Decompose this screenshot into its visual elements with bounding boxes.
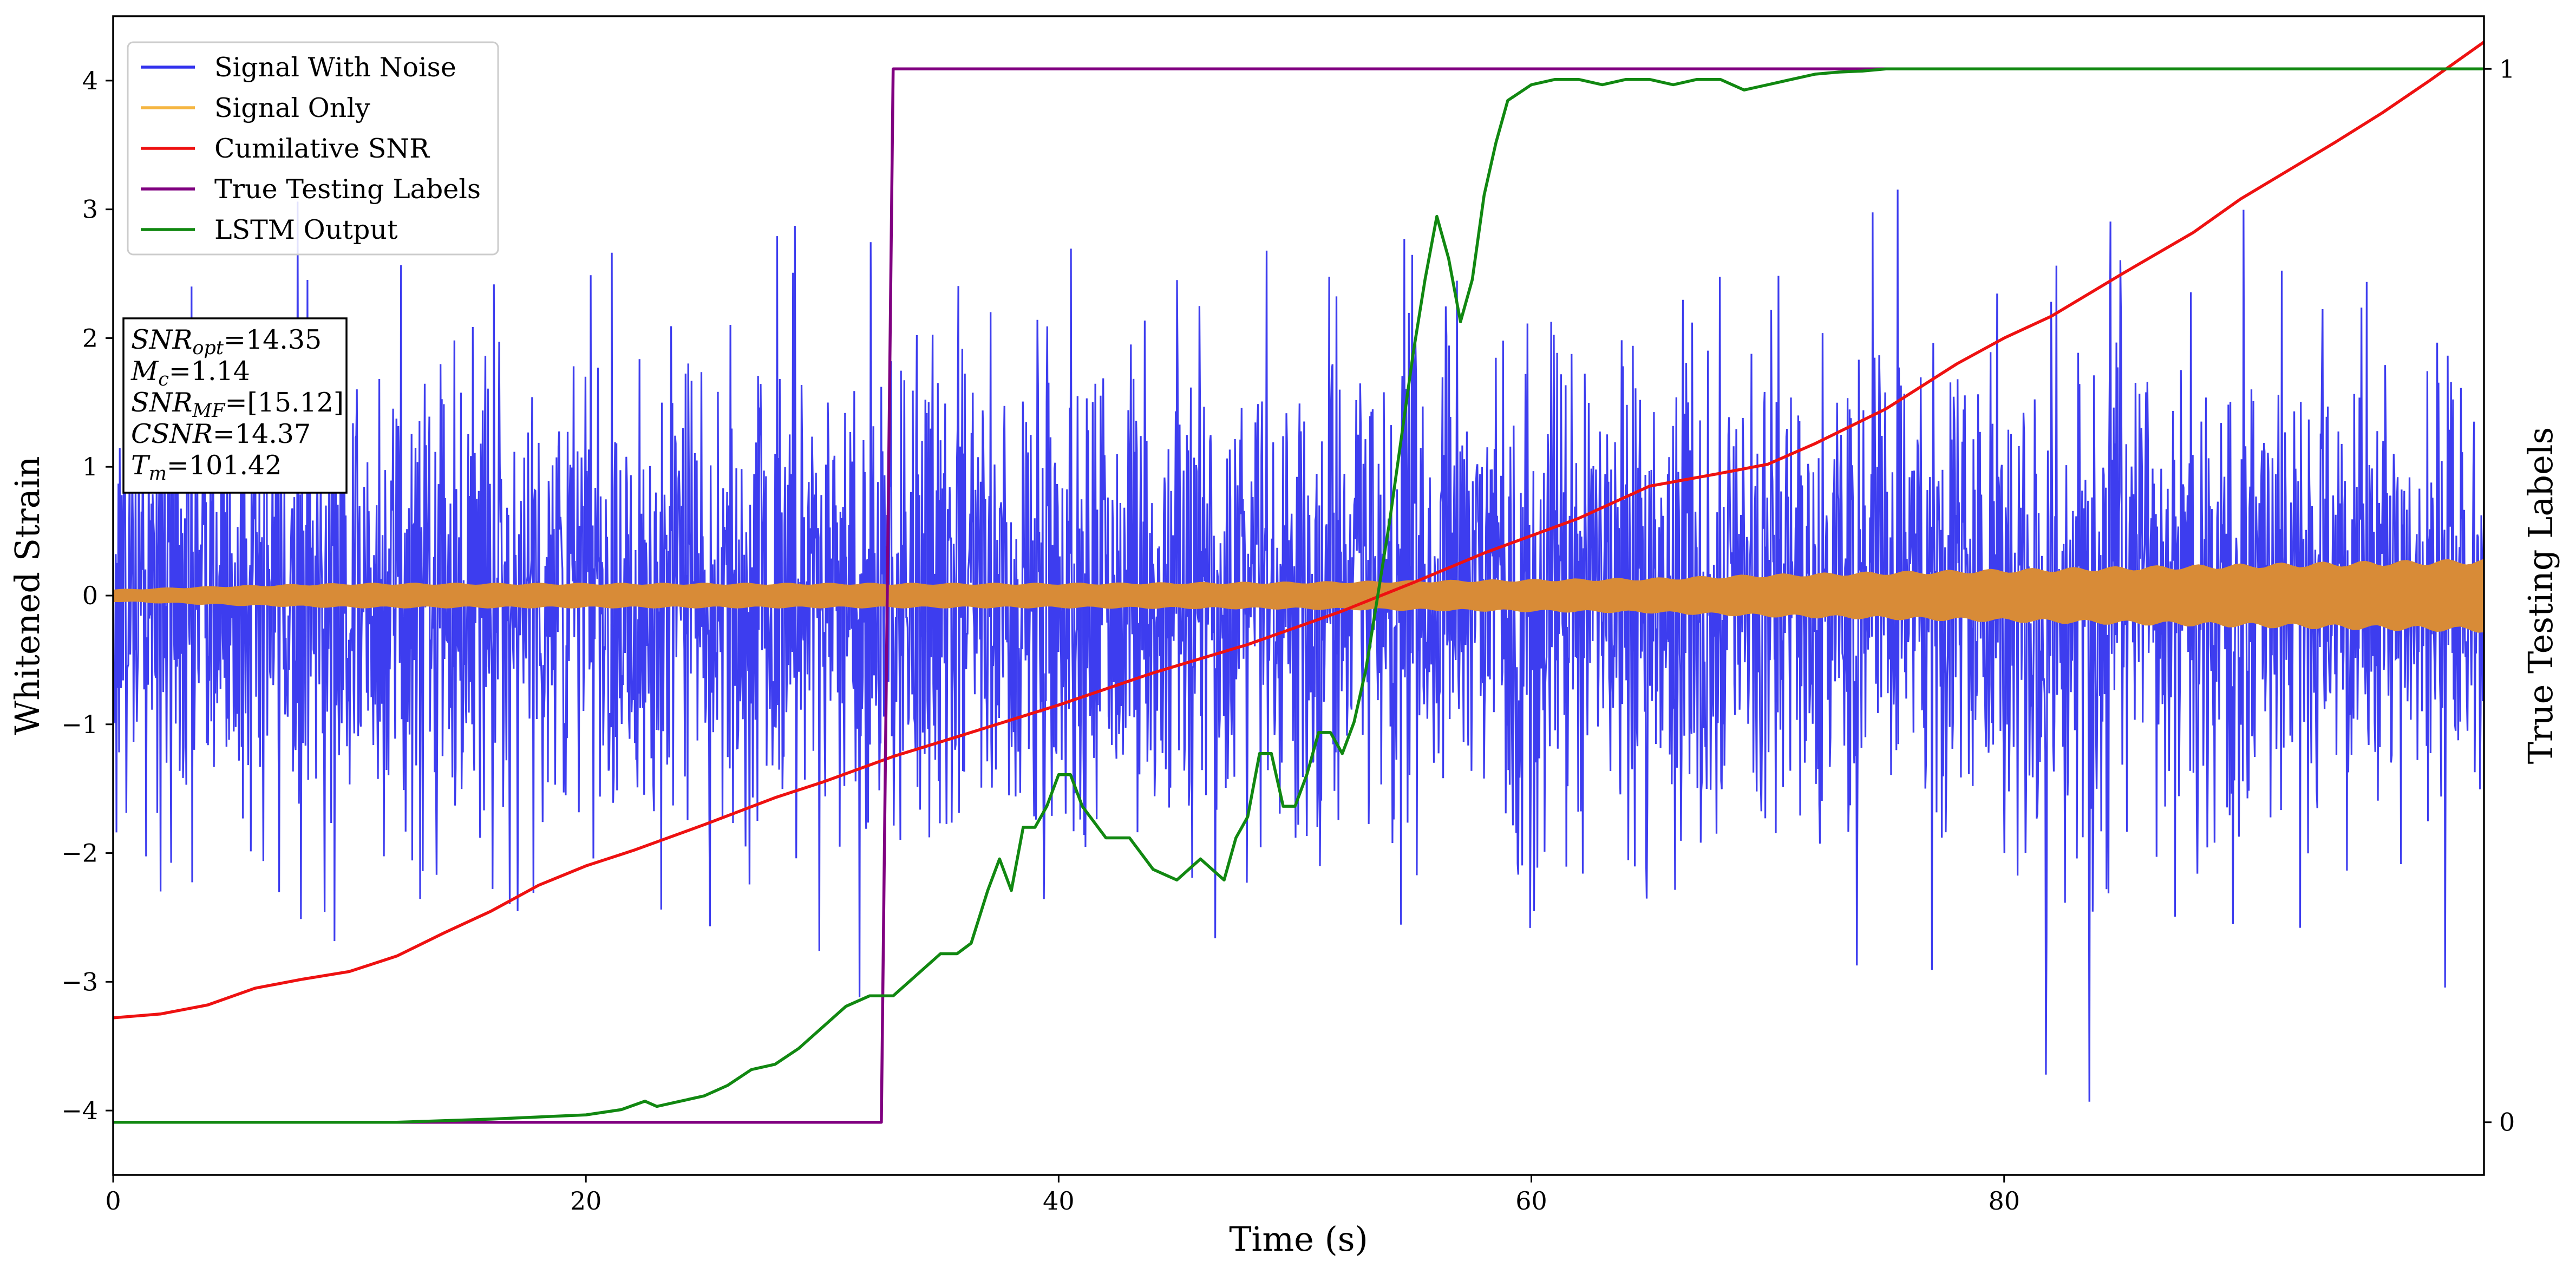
annotation-line: Tm=101.42: [131, 450, 282, 485]
legend-entry: True Testing Labels: [214, 174, 481, 205]
x-tick-label: 0: [105, 1186, 121, 1216]
y2-tick-label: 0: [2499, 1108, 2515, 1137]
x-axis-title: Time (s): [1229, 1219, 1368, 1259]
x-tick-label: 20: [570, 1186, 602, 1216]
true-testing-labels-line: [113, 67, 2484, 1124]
x-tick-label: 80: [1988, 1186, 2020, 1216]
y-tick-label: −2: [61, 839, 98, 868]
legend: Signal With Noise Signal Only Cumilative S…: [127, 41, 499, 256]
annotation-line: SNRopt=14.35: [131, 324, 322, 359]
legend-entry: LSTM Output: [214, 214, 398, 245]
y-tick-label: 1: [82, 452, 98, 481]
lstm-output-line: [113, 67, 2484, 1124]
cumilative-snr-line: [113, 41, 2484, 1020]
annotation-line: CSNR=14.37: [131, 419, 311, 449]
y-tick-label: 3: [82, 195, 98, 224]
y-tick-label: 0: [82, 581, 98, 610]
y-tick-label: −3: [61, 967, 98, 996]
legend-entry: Signal With Noise: [214, 52, 456, 83]
annotation-box: [122, 317, 348, 494]
series-layer: [113, 41, 2484, 1124]
parameter-annotation-box: SNRopt=14.35Mc=1.14SNRMF=[15.12]CSNR=14.…: [122, 317, 348, 494]
signal-with-noise-line: [113, 190, 2484, 1102]
y2-tick-label: 1: [2499, 54, 2515, 83]
y2-axis-title: True Testing Labels: [2521, 427, 2560, 765]
annotation-line: SNRMF=[15.12]: [131, 387, 344, 422]
x-tick-label: 40: [1043, 1186, 1075, 1216]
annotation-line: Mc=1.14: [130, 356, 250, 390]
signal-only-band: [113, 559, 2484, 633]
x-tick-label: 60: [1515, 1186, 1547, 1216]
y-tick-label: 4: [82, 66, 98, 95]
y-tick-label: −1: [61, 710, 98, 739]
y-axis-title: Whitened Strain: [8, 456, 47, 735]
y-tick-label: −4: [61, 1096, 98, 1125]
legend-box: [127, 41, 499, 256]
legend-entry: Signal Only: [214, 93, 370, 123]
legend-entry: Cumilative SNR: [214, 133, 430, 164]
y-tick-label: 2: [82, 323, 98, 352]
